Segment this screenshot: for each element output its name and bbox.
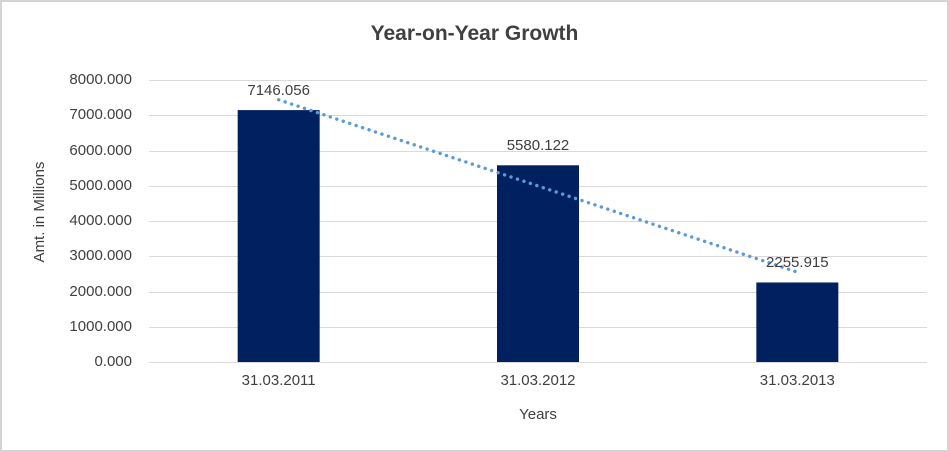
bar-31.03.2013 — [756, 282, 839, 362]
y-tick-label: 6000.000 — [69, 141, 132, 159]
trendline — [276, 98, 800, 274]
bar-31.03.2011 — [237, 110, 320, 362]
x-tick-label: 31.03.2012 — [500, 372, 576, 389]
y-tick-label: 0.000 — [94, 353, 132, 370]
y-tick-label: 2000.000 — [69, 282, 132, 300]
y-tick-label: 1000.000 — [69, 317, 132, 335]
x-tick-label: 31.03.2011 — [241, 372, 316, 389]
data-label: 5580.122 — [506, 137, 570, 155]
y-tick-label: 4000.000 — [69, 212, 132, 229]
chart-title: Year-on-Year Growth — [370, 22, 579, 45]
data-label: 2255.915 — [766, 254, 829, 272]
x-tick-label: 31.03.2013 — [759, 372, 835, 389]
bar-31.03.2012 — [497, 165, 579, 362]
x-axis-title: Years — [519, 406, 557, 423]
y-tick-label: 8000.000 — [69, 71, 132, 88]
data-label: 7146.056 — [247, 82, 310, 100]
y-tick-label: 5000.000 — [69, 176, 132, 194]
y-tick-label: 7000.000 — [69, 106, 132, 124]
y-tick-label: 3000.000 — [69, 247, 132, 265]
